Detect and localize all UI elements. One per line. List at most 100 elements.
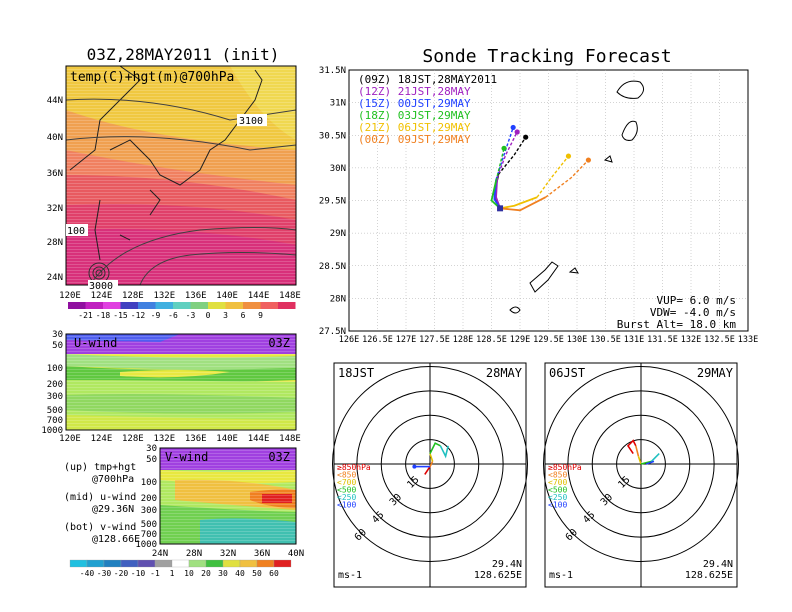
track-line-(21Z) 06JST,29MAY (499, 196, 538, 210)
colorbar-swatch (154, 559, 173, 568)
contour-label: 3100 (239, 116, 263, 127)
note-line: (bot) v-wind (64, 522, 136, 533)
lon-tick-label: 136E (185, 434, 207, 444)
hodo-lon: 128.625E (685, 570, 733, 581)
lon-tick-label: 32N (220, 549, 236, 559)
lat-tick-label: 27.5N (319, 327, 346, 337)
lat-tick-label: 30N (330, 164, 346, 174)
param-line: Burst Alt= 18.0 km (617, 318, 737, 331)
note-line: (up) tmp+hgt (64, 462, 136, 473)
track-line-dashed (495, 127, 514, 180)
lon-tick-label: 148E (279, 434, 301, 444)
launch-marker (497, 205, 504, 212)
vwind-panel (159, 447, 297, 545)
hodo-line (626, 439, 637, 455)
pressure-tick: 1000 (41, 426, 63, 436)
colorbar-tick: -18 (96, 311, 111, 320)
pressure-tick: 50 (52, 341, 63, 351)
lon-tick-label: 132E (153, 434, 175, 444)
colorbar-swatch (256, 559, 275, 568)
colorbar-tick: 40 (235, 569, 245, 578)
pressure-tick: 200 (47, 380, 63, 390)
lon-tick-label: 128E (453, 335, 473, 345)
colorbar-swatch (190, 302, 208, 309)
hodo-time: 06JST (549, 366, 585, 380)
lon-tick-label: 36N (254, 549, 270, 559)
temp-colorbar: -21 -18 -15 -12 -9 -6 -3 0 3 6 9 (68, 302, 296, 320)
track-endpoint (585, 157, 592, 163)
note-line: @29.36N (92, 504, 134, 515)
pressure-tick: 700 (141, 530, 157, 540)
uwind-label: U-wind (74, 336, 117, 350)
colorbar-swatch (225, 302, 243, 309)
contour-label-bg (237, 114, 267, 126)
track-lat-ticks: 31.5N 31N 30.5N 30N 29.5N 29N 28.5N 28N 27.5N (319, 66, 346, 337)
lon-tick-label: 140E (216, 434, 238, 444)
colorbar-swatch (86, 559, 105, 568)
hodo-lat: 29.4N (492, 559, 522, 570)
colorbar-tick: 1 (170, 569, 175, 578)
colorbar-tick: -9 (151, 311, 161, 320)
lon-tick-label: 40N (288, 549, 304, 559)
colorbar-tick: 60 (269, 569, 279, 578)
colorbar-tick: 20 (201, 569, 211, 578)
legend-entry: (15Z) 00JST,29MAY (358, 97, 471, 110)
lat-tick-label: 36N (47, 169, 63, 179)
hodo-legend-entry: <250 (337, 493, 356, 502)
colorbar-swatch (103, 302, 121, 309)
legend-entry: (00Z) 09JST,29MAY (358, 133, 471, 146)
colorbar-tick: -21 (78, 311, 93, 320)
lon-tick-label: 124E (91, 434, 113, 444)
colorbar-swatch (138, 302, 156, 309)
pressure-tick: 50 (146, 455, 157, 465)
contour-label: 3000 (89, 281, 113, 292)
lat-tick-label: 28N (330, 294, 346, 304)
lat-tick-label: 28.5N (319, 262, 346, 272)
colorbar-swatch (69, 559, 88, 568)
legend-entry: (12Z) 21JST,28MAY (358, 85, 471, 98)
lon-tick-label: 120E (59, 434, 81, 444)
note-line: (mid) u-wind (64, 492, 136, 503)
track-line-dashed (495, 148, 505, 182)
pressure-tick: 300 (141, 506, 157, 516)
colorbar-tick: 0 (206, 311, 211, 320)
lon-tick-label: 132E (681, 335, 701, 345)
pressure-tick: 200 (141, 494, 157, 504)
hodo-legend-entry: <700 (337, 478, 356, 487)
hodo-date: 29MAY (697, 366, 734, 380)
lon-tick-label: 128E (122, 434, 144, 444)
hodo-legend-entry: ≥850hPa (548, 463, 582, 472)
lon-tick-label: 130.5E (590, 335, 621, 345)
lon-tick-label: 131.5E (647, 335, 678, 345)
lat-tick-label: 29N (330, 229, 346, 239)
param-line: VDW= -4.0 m/s (650, 306, 736, 319)
lon-tick-label: 129.5E (533, 335, 564, 345)
hodo-line (429, 461, 434, 467)
colorbar-tick: 10 (184, 569, 194, 578)
lat-tick-label: 32N (47, 204, 63, 214)
track-line-dashed (536, 155, 569, 198)
lon-tick-label: 124E (91, 291, 113, 301)
colorbar-swatch (273, 559, 292, 568)
lat-tick-label: 30.5N (319, 131, 346, 141)
track-line-dashed (545, 159, 589, 198)
colorbar-swatch (188, 559, 207, 568)
lon-tick-label: 132.5E (704, 335, 735, 345)
colorbar-swatch (243, 302, 261, 309)
lon-tick-label: 126.5E (362, 335, 393, 345)
hodo-legend-entry: <100 (337, 501, 356, 510)
lat-tick-label: 28N (47, 238, 63, 248)
colorbar-tick: -15 (113, 311, 128, 320)
lat-tick-label: 31N (330, 99, 346, 109)
colorbar-swatch (222, 559, 241, 568)
track-line-(00Z) 09JST,29MAY (499, 196, 547, 212)
lon-tick-label: 130E (567, 335, 587, 345)
legend-entry: (09Z) 18JST,28MAY2011 (358, 73, 497, 86)
hodo-lat: 29.4N (703, 559, 733, 570)
track-map (348, 69, 749, 332)
lon-tick-label: 127.5E (419, 335, 450, 345)
contour-label-bg (88, 280, 118, 291)
contour-label-bg (66, 224, 88, 236)
